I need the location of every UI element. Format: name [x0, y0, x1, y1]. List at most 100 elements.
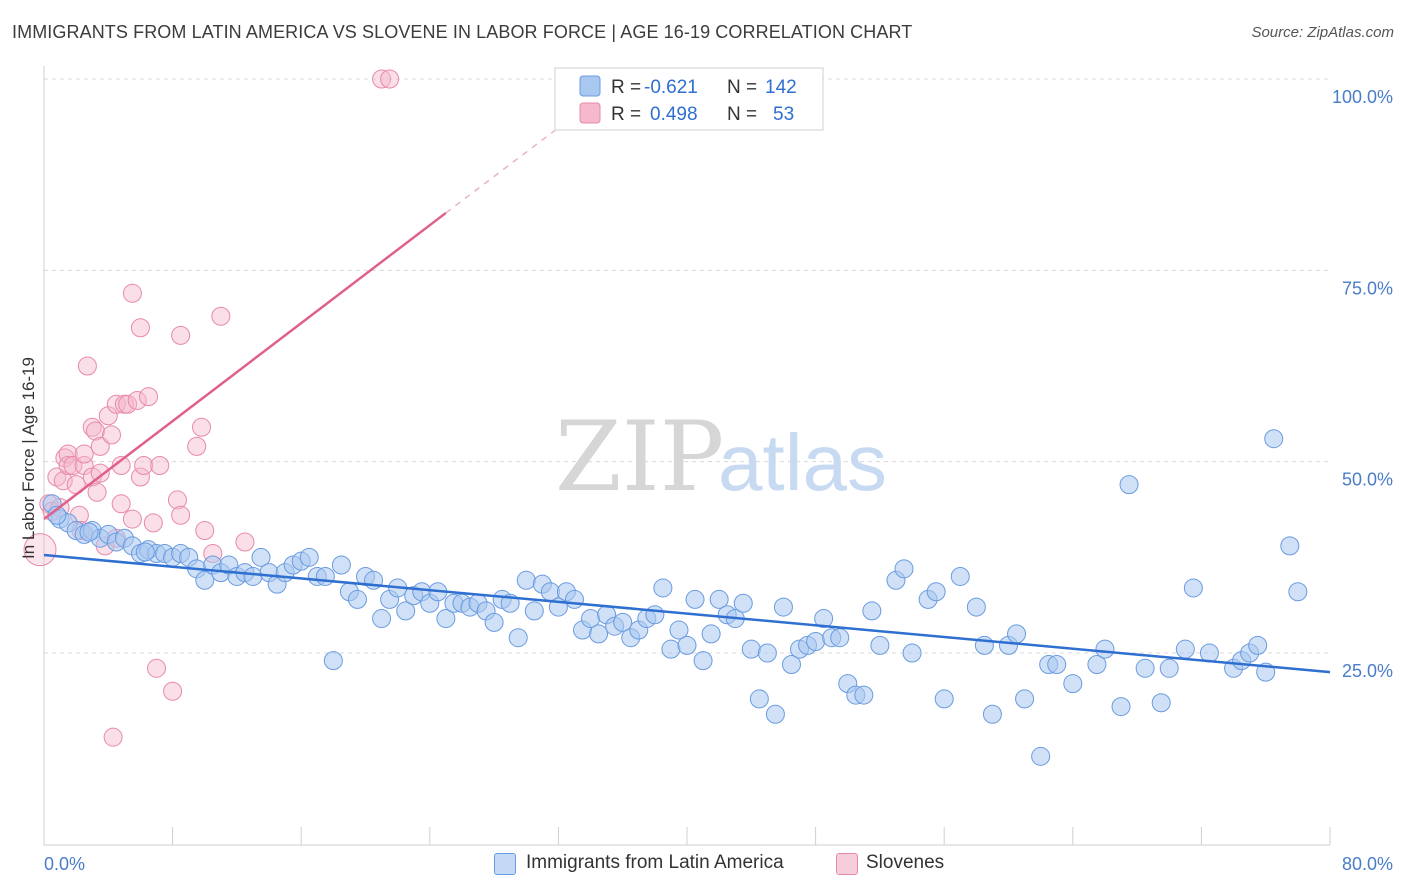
slovenes-point	[63, 455, 83, 475]
slovenes-point	[138, 387, 158, 407]
latin-america-point	[1119, 475, 1139, 495]
latin-america-point	[1264, 429, 1284, 449]
slovenes-point	[111, 494, 131, 514]
legend-r-value-blue: -0.621	[644, 77, 698, 98]
slovenes-point	[87, 482, 107, 502]
x-tick-label-80: 80.0%	[1342, 854, 1393, 874]
slovenes-point	[23, 533, 57, 567]
watermark-atlas: atlas	[718, 418, 887, 507]
series-legend: Immigrants from Latin America Slovenes	[0, 850, 1406, 880]
latin-america-point	[749, 689, 769, 709]
legend-n-label-pink: N =	[727, 104, 757, 125]
slovenes-point	[90, 436, 110, 456]
x-tick-labels: 0.0% 80.0%	[44, 854, 1393, 874]
latin-america-point	[1175, 639, 1195, 659]
slovenes-point	[147, 658, 167, 678]
slovenes-point	[235, 532, 255, 552]
latin-america-point	[524, 601, 544, 621]
trend-lines	[43, 109, 1331, 674]
latin-america-point	[814, 609, 834, 629]
latin-america-point	[372, 609, 392, 629]
legend-swatch-blue	[579, 75, 601, 97]
slovenes-point	[82, 417, 102, 437]
latin-america-point	[781, 654, 801, 674]
latin-america-point	[1087, 654, 1107, 674]
slovenes-point	[77, 356, 97, 376]
latin-america-point	[830, 628, 850, 648]
slovenes-point	[167, 490, 187, 510]
latin-america-point	[331, 555, 351, 575]
latin-america-point	[1151, 693, 1171, 713]
latin-america-point	[709, 589, 729, 609]
chart-title: IMMIGRANTS FROM LATIN AMERICA VS SLOVENE…	[12, 22, 913, 42]
latin-america-point	[564, 589, 584, 609]
slovenes-point	[187, 436, 207, 456]
slovenes-point	[53, 471, 73, 491]
slovenes-point	[171, 325, 191, 345]
latin-america-point	[677, 635, 697, 655]
latin-america-point	[436, 609, 456, 629]
latin-america-point	[1159, 658, 1179, 678]
slovenes-point	[130, 318, 150, 338]
slovenes-point	[171, 505, 191, 525]
legend-n-label-blue: N =	[727, 77, 757, 98]
series-legend-swatch-blue	[494, 853, 516, 875]
slovenes-point	[122, 283, 142, 303]
latin-america-point	[741, 639, 761, 659]
x-tick-label-0: 0.0%	[44, 854, 85, 874]
slovenes-point	[74, 444, 94, 464]
y-tick-label-75: 75.0%	[1342, 278, 1393, 298]
latin-america-point	[516, 570, 536, 590]
latin-america-point	[1199, 643, 1219, 663]
latin-america-point	[757, 643, 777, 663]
latin-america-point	[733, 593, 753, 613]
legend-swatch-pink	[579, 102, 601, 124]
y-tick-labels: 25.0% 50.0% 75.0% 100.0%	[1332, 87, 1393, 681]
latin-america-points	[42, 429, 1308, 766]
legend-r-label-blue: R =	[611, 77, 641, 98]
legend-n-value-pink: 53	[773, 104, 794, 125]
slovenes-points	[23, 69, 400, 747]
slovenes-trend-line	[43, 211, 447, 521]
watermark-zip: ZIP	[555, 401, 724, 513]
latin-america-point	[693, 651, 713, 671]
latin-america-point	[701, 624, 721, 644]
slovenes-point	[111, 455, 131, 475]
latin-america-point	[299, 547, 319, 567]
slovenes-point	[127, 390, 147, 410]
y-tick-label-50: 50.0%	[1342, 470, 1393, 490]
slovenes-point	[102, 425, 122, 445]
watermark: ZIP atlas	[555, 401, 887, 513]
latin-america-point	[1280, 536, 1300, 556]
slovenes-point	[372, 69, 392, 89]
latin-america-point	[508, 628, 528, 648]
latin-america-point	[966, 597, 986, 617]
slovenes-point	[192, 417, 212, 437]
latin-america-point	[251, 547, 271, 567]
latin-america-point	[669, 620, 689, 640]
latin-america-point	[854, 685, 874, 705]
slovenes-point	[163, 681, 183, 701]
latin-america-point	[806, 632, 826, 652]
slovenes-point	[58, 455, 78, 475]
latin-america-point	[1288, 582, 1308, 602]
latin-america-point	[589, 624, 609, 644]
slovenes-point	[74, 455, 94, 475]
slovenes-point	[380, 69, 400, 89]
latin-america-point	[1015, 689, 1035, 709]
slovenes-point	[122, 509, 142, 529]
latin-america-point	[765, 704, 785, 724]
slovenes-point	[150, 455, 170, 475]
latin-america-point	[195, 570, 215, 590]
series-legend-label-blue: Immigrants from Latin America	[526, 852, 784, 873]
latin-america-point	[894, 559, 914, 579]
latin-america-point	[323, 651, 343, 671]
slovenes-point	[130, 467, 150, 487]
latin-america-point	[950, 566, 970, 586]
latin-america-point	[773, 597, 793, 617]
latin-america-point	[862, 601, 882, 621]
latin-america-point	[135, 542, 155, 562]
series-legend-label-pink: Slovenes	[866, 852, 945, 873]
latin-america-point	[484, 612, 504, 632]
